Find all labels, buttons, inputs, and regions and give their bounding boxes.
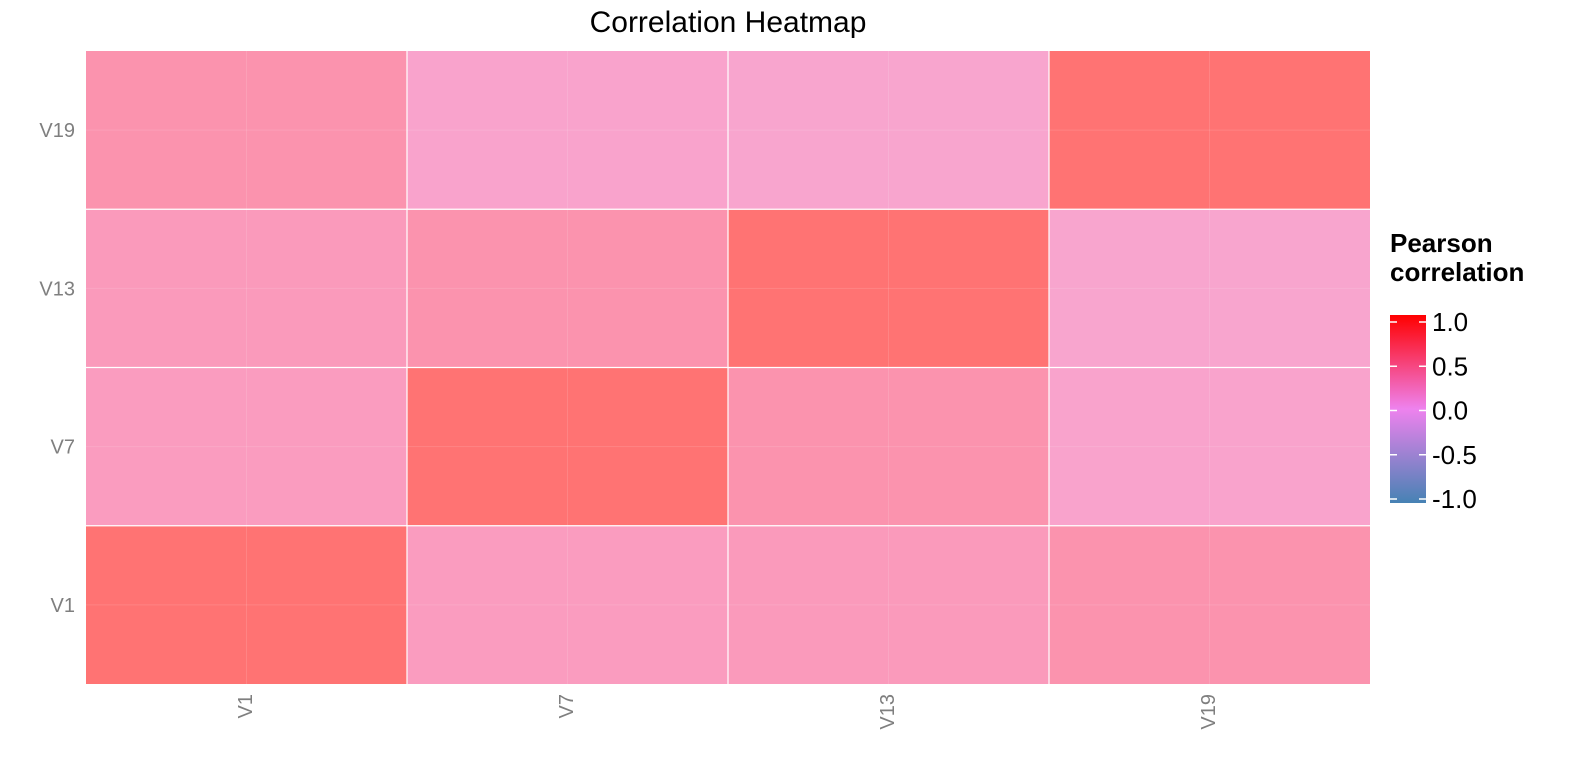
tile-v1-v7 — [86, 367, 407, 526]
legend-title-line2: correlation — [1390, 257, 1524, 287]
x-tick-labels: V1 V7 V13 V19 — [235, 694, 1220, 730]
tile-v19-v7 — [1049, 367, 1370, 526]
chart-title: Correlation Heatmap — [590, 6, 867, 39]
legend-label: -0.5 — [1432, 440, 1477, 470]
x-tick-label-v19: V19 — [1198, 694, 1220, 730]
tile-v1-v1 — [86, 525, 407, 684]
tile-v13-v13 — [728, 209, 1049, 368]
legend-label: 0.5 — [1432, 351, 1468, 381]
legend-label: -1.0 — [1432, 484, 1477, 514]
x-tick-label-v7: V7 — [556, 694, 578, 718]
tile-v7-v7 — [407, 367, 728, 526]
legend-colorbar — [1390, 315, 1426, 503]
y-tick-label-v1: V1 — [51, 595, 75, 617]
legend-ticks: 1.0 0.5 0.0 -0.5 -1.0 — [1390, 307, 1477, 514]
grid-layer — [86, 51, 1370, 684]
tile-v19-v19 — [1049, 51, 1370, 210]
tile-v13-v7 — [728, 367, 1049, 526]
x-tick-label-v13: V13 — [877, 694, 899, 730]
x-tick-label-v1: V1 — [235, 694, 257, 718]
tile-v7-v1 — [407, 525, 728, 684]
legend-label: 0.0 — [1432, 396, 1468, 426]
legend: Pearson correlation 1.0 0.5 0.0 -0.5 -1.0 — [1390, 228, 1524, 514]
tile-v1-v13 — [86, 209, 407, 368]
legend-label: 1.0 — [1432, 307, 1468, 337]
tile-v7-v13 — [407, 209, 728, 368]
y-tick-label-v7: V7 — [51, 437, 75, 459]
tiles-layer — [86, 51, 1370, 684]
tile-v19-v13 — [1049, 209, 1370, 368]
tile-v7-v19 — [407, 51, 728, 210]
tile-v19-v1 — [1049, 525, 1370, 684]
y-tick-label-v19: V19 — [39, 120, 75, 142]
tile-v1-v19 — [86, 51, 407, 210]
tile-v13-v19 — [728, 51, 1049, 210]
tile-v13-v1 — [728, 525, 1049, 684]
legend-title-line1: Pearson — [1390, 228, 1493, 258]
y-tick-label-v13: V13 — [39, 278, 75, 300]
y-tick-labels: V1 V7 V13 V19 — [39, 120, 75, 617]
